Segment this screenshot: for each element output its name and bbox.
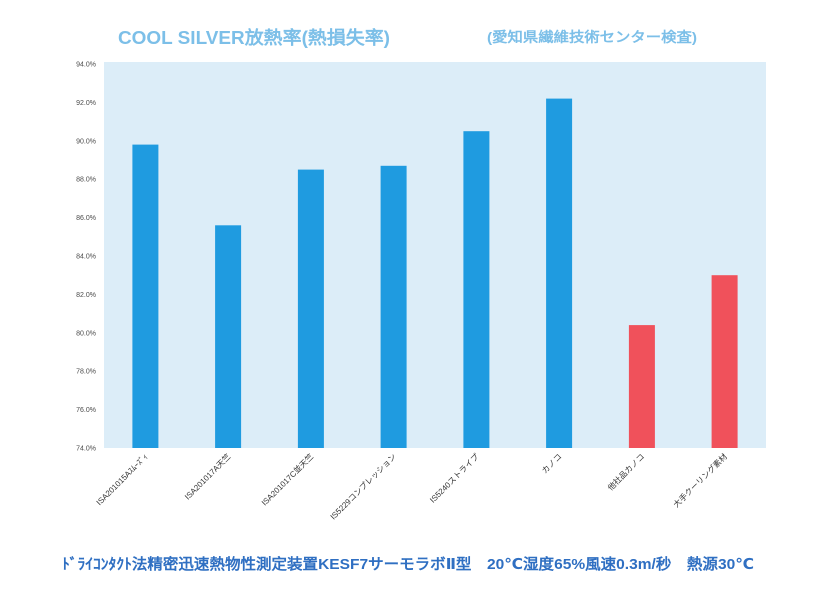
y-tick-label: 92.0%	[76, 100, 96, 107]
measurement-conditions-footer: ﾄﾞﾗｲｺﾝﾀｸﾄ法精密迅速熱物性測定装置KESF7サーモラボⅡ型 20℃湿度6…	[62, 555, 754, 573]
bar	[711, 275, 738, 448]
y-tick-label: 82.0%	[76, 292, 96, 299]
x-category-label: IS5229コンプレッション	[329, 452, 398, 521]
y-tick-label: 74.0%	[76, 446, 96, 453]
bar	[215, 225, 242, 448]
y-tick-label: 84.0%	[76, 254, 96, 261]
plot-area-background	[104, 62, 766, 448]
x-category-label: ISA201017C並天竺	[259, 451, 315, 507]
chart-title: COOL SILVER放熱率(熱損失率)	[118, 27, 390, 48]
bar	[132, 144, 159, 448]
y-tick-label: 88.0%	[76, 177, 96, 184]
bar	[380, 165, 407, 449]
y-tick-label: 94.0%	[76, 62, 96, 69]
x-category-label: ISA201017A天竺	[182, 451, 232, 501]
y-tick-label: 90.0%	[76, 138, 96, 145]
bar	[463, 131, 490, 448]
bar	[628, 325, 655, 448]
y-tick-label: 78.0%	[76, 369, 96, 376]
bar-series	[132, 98, 738, 449]
test-institution-note: (愛知県繊維技術センター検査)	[487, 29, 697, 45]
y-tick-label: 80.0%	[76, 330, 96, 337]
bar	[546, 98, 573, 448]
x-category-label: ISA201015Aｽﾑｰｽﾞｨ	[95, 452, 150, 507]
x-category-label: 大手クーリング素材	[671, 451, 729, 509]
y-tick-label: 76.0%	[76, 407, 96, 414]
x-axis-category-labels: ISA201015Aｽﾑｰｽﾞｨ ISA201017A天竺 ISA201017C並天…	[95, 451, 729, 521]
bar	[297, 169, 324, 448]
y-tick-label: 86.0%	[76, 215, 96, 222]
x-category-label: カノコ	[540, 452, 563, 475]
y-axis-ticks: 74.0% 76.0% 78.0% 80.0% 82.0% 84.0% 86.0% 88.0%…	[76, 62, 96, 453]
x-category-label: IS5240ストライプ	[428, 452, 481, 505]
x-category-label: 他社品カノコ	[605, 451, 646, 492]
